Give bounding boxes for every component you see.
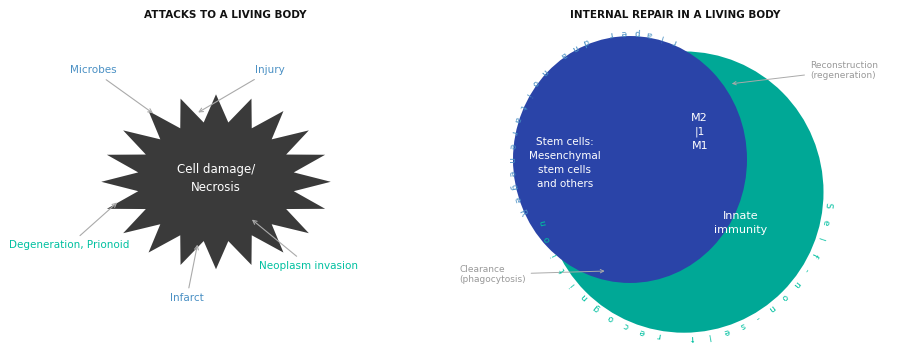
Text: Infarct: Infarct xyxy=(170,246,203,304)
Text: c: c xyxy=(622,320,630,331)
Text: Stem cells:
Mesenchymal
stem cells
and others: Stem cells: Mesenchymal stem cells and o… xyxy=(529,137,600,189)
Text: n: n xyxy=(538,218,548,226)
Text: Reconstruction
(regeneration): Reconstruction (regeneration) xyxy=(733,61,878,85)
Text: n: n xyxy=(538,67,549,77)
Text: Cell damage/
Necrosis: Cell damage/ Necrosis xyxy=(177,163,255,194)
Text: d: d xyxy=(581,36,590,47)
Text: ATTACKS TO A LIVING BODY: ATTACKS TO A LIVING BODY xyxy=(144,10,306,20)
Text: R: R xyxy=(517,209,527,218)
Text: l: l xyxy=(815,236,825,241)
Text: Degeneration, Prionoid: Degeneration, Prionoid xyxy=(9,203,130,250)
Polygon shape xyxy=(101,94,331,269)
Text: r: r xyxy=(656,331,662,340)
Text: p: p xyxy=(634,28,640,37)
Text: n: n xyxy=(791,279,801,289)
Text: s: s xyxy=(738,320,746,330)
Text: S: S xyxy=(823,202,832,208)
Ellipse shape xyxy=(513,36,747,283)
Text: a: a xyxy=(558,49,568,60)
Text: t: t xyxy=(517,103,526,110)
Text: |1: |1 xyxy=(695,127,705,137)
Text: e: e xyxy=(723,326,730,336)
Text: n: n xyxy=(767,303,777,313)
Text: l: l xyxy=(707,331,712,340)
Text: i: i xyxy=(660,33,665,42)
Text: M1: M1 xyxy=(691,141,708,151)
Text: e: e xyxy=(507,143,517,149)
Text: o: o xyxy=(607,312,616,323)
Text: r: r xyxy=(608,29,614,39)
Text: -: - xyxy=(754,313,761,322)
Text: t: t xyxy=(558,266,567,274)
Text: r: r xyxy=(671,37,678,47)
Text: g: g xyxy=(592,303,602,314)
Text: M2: M2 xyxy=(691,113,708,123)
Text: e: e xyxy=(621,28,627,37)
Text: i: i xyxy=(550,252,559,258)
Text: e: e xyxy=(507,170,517,177)
Text: Injury: Injury xyxy=(199,65,285,112)
Text: o: o xyxy=(779,291,789,301)
Text: -: - xyxy=(801,266,811,273)
Text: INTERNAL REPAIR IN A LIVING BODY: INTERNAL REPAIR IN A LIVING BODY xyxy=(570,10,780,20)
Text: a: a xyxy=(646,29,653,39)
Text: g: g xyxy=(508,183,518,191)
Text: Microbes: Microbes xyxy=(70,65,152,113)
Text: Clearance
(phagocytosis): Clearance (phagocytosis) xyxy=(459,265,604,284)
Text: o: o xyxy=(543,235,553,243)
Text: e: e xyxy=(820,218,830,226)
Text: o: o xyxy=(530,78,540,87)
Ellipse shape xyxy=(544,51,824,333)
Text: f: f xyxy=(809,251,819,258)
Text: n: n xyxy=(506,157,516,163)
Text: Neoplasm invasion: Neoplasm invasion xyxy=(253,220,358,271)
Text: a: a xyxy=(512,115,522,123)
Text: r: r xyxy=(508,130,518,135)
Text: f: f xyxy=(691,333,695,342)
Text: e: e xyxy=(512,196,522,204)
Text: i: i xyxy=(568,280,577,288)
Text: i: i xyxy=(523,91,533,97)
Text: Innate
immunity: Innate immunity xyxy=(714,211,767,235)
Text: e: e xyxy=(638,327,646,337)
Text: n: n xyxy=(579,292,590,302)
Text: n: n xyxy=(570,42,579,52)
